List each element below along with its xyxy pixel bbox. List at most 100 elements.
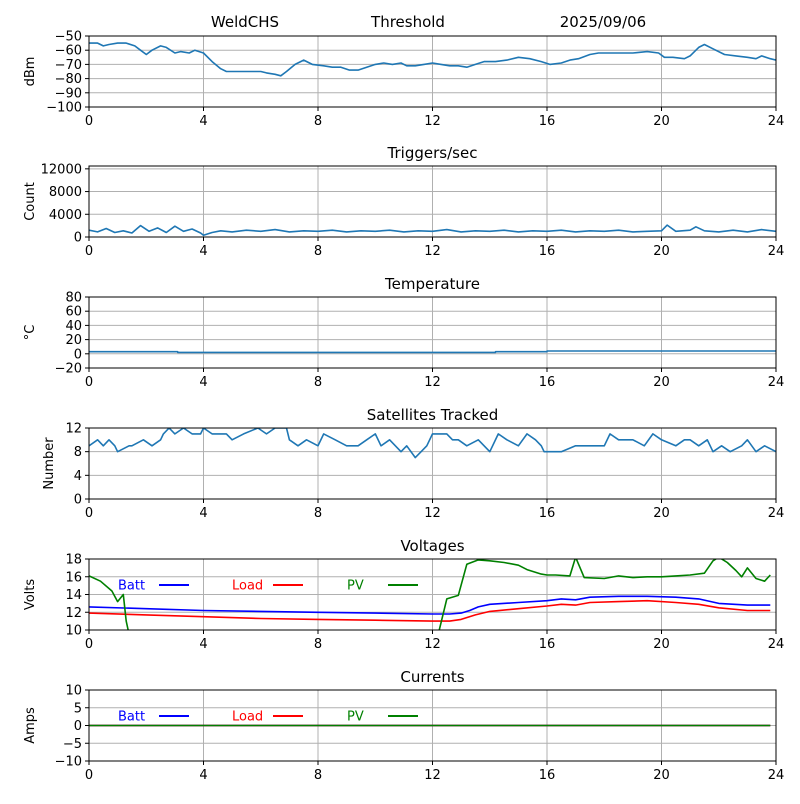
y-axis-label: Amps [23,707,38,744]
x-tick-label: 24 [768,768,785,783]
y-tick-label: 10 [65,684,82,699]
x-tick-label: 4 [199,768,207,783]
series-line-pv [89,559,771,630]
x-tick-label: 4 [199,244,207,259]
y-axis-label: Count [23,182,38,221]
x-tick-label: 12 [424,768,441,783]
y-tick-label: 0 [74,719,82,734]
x-tick-label: 24 [768,114,785,129]
x-tick-label: 0 [85,114,93,129]
panel-triggers: 0 4 8 12 16 20 24 0 4000 8000 12000 Triggers/sec Cou… [23,144,784,259]
series-line-load [89,599,771,622]
x-tick-label: 12 [424,244,441,259]
x-tick-label: 0 [85,244,93,259]
x-tick-label: 0 [85,375,93,390]
y-tick-label: 8 [74,445,82,460]
x-tick-label: 20 [653,637,670,652]
header-station: WeldCHS [211,13,279,31]
x-tick-label: 0 [85,637,93,652]
y-tick-label: 0 [74,231,82,246]
y-tick-label: −80 [55,72,82,87]
y-axis-label: °C [23,325,38,341]
x-tick-label: 24 [768,375,785,390]
y-axis-label: dBm [23,57,38,87]
x-tick-label: 16 [539,244,556,259]
x-tick-label: 4 [199,375,207,390]
x-tick-label: 0 [85,506,93,521]
panel-title: Temperature [384,275,480,293]
x-tick-label: 16 [539,114,556,129]
y-axis-label: Number [42,437,57,490]
x-tick-label: 16 [539,637,556,652]
header-mode: Threshold [370,13,445,31]
x-tick-label: 12 [424,375,441,390]
y-tick-label: 5 [74,701,82,716]
x-tick-label: 12 [424,114,441,129]
y-tick-label: −70 [55,58,82,73]
series-line-batt [89,595,771,615]
y-tick-label: −50 [55,30,82,45]
y-tick-label: 8000 [49,185,82,200]
y-tick-label: 12 [65,422,82,437]
x-tick-label: 20 [653,114,670,129]
x-tick-label: 12 [424,506,441,521]
legend-label-batt: Batt [118,579,145,594]
x-tick-label: 8 [314,375,322,390]
x-tick-label: 4 [199,114,207,129]
y-tick-label: −100 [46,101,82,116]
x-tick-label: 16 [539,506,556,521]
series-line-0 [89,428,776,459]
y-tick-label: 40 [65,319,82,334]
y-tick-label: 12000 [41,162,82,177]
x-tick-label: 24 [768,244,785,259]
series-line-0 [89,224,776,237]
x-tick-label: 20 [653,768,670,783]
y-tick-label: 18 [65,553,82,568]
series-line-0 [89,42,776,77]
y-tick-label: 20 [65,333,82,348]
x-tick-label: 24 [768,637,785,652]
x-tick-label: 20 [653,244,670,259]
panel-voltages: 0 4 8 12 16 20 24 10 12 14 16 18 Voltages Volts Batt Lo… [23,537,784,652]
panel-title: Currents [400,668,464,686]
y-axis-label: Volts [23,579,38,611]
x-tick-label: 4 [199,506,207,521]
x-tick-label: 20 [653,375,670,390]
header-date: 2025/09/06 [560,13,646,31]
x-tick-label: 24 [768,506,785,521]
y-tick-label: 4000 [49,208,82,223]
x-tick-label: 16 [539,768,556,783]
y-tick-label: 0 [74,347,82,362]
x-tick-label: 4 [199,637,207,652]
x-tick-label: 8 [314,114,322,129]
x-tick-label: 20 [653,506,670,521]
y-tick-label: −5 [63,737,82,752]
y-tick-label: 14 [65,588,82,603]
y-tick-label: 12 [65,606,82,621]
panel-title: Triggers/sec [387,144,478,162]
panel-title: Voltages [400,537,464,555]
legend-label-batt: Batt [118,710,145,725]
panel-satellites: 0 4 8 12 16 20 24 0 4 8 12 Satellites Tracked Number [42,406,784,521]
y-tick-label: 4 [74,469,82,484]
x-tick-label: 0 [85,768,93,783]
y-tick-label: 10 [65,624,82,639]
y-tick-label: −10 [55,755,82,770]
y-tick-label: −60 [55,44,82,59]
y-tick-label: 60 [65,305,82,320]
y-tick-label: −20 [55,362,82,377]
panel-rssi: 0 4 8 12 16 20 24 −100−90−80−70−60−50 dBm [23,30,784,130]
x-tick-label: 8 [314,768,322,783]
legend-label-pv: PV [347,710,364,725]
y-tick-label: −90 [55,86,82,101]
y-tick-label: 0 [74,493,82,508]
x-tick-label: 16 [539,375,556,390]
panel-title: Satellites Tracked [367,406,498,424]
legend-label-load: Load [232,710,263,725]
y-tick-label: 80 [65,291,82,306]
panel-currents: 0 4 8 12 16 20 24 −10 −5 0 5 10 Currents Amps Batt Load… [23,668,784,783]
